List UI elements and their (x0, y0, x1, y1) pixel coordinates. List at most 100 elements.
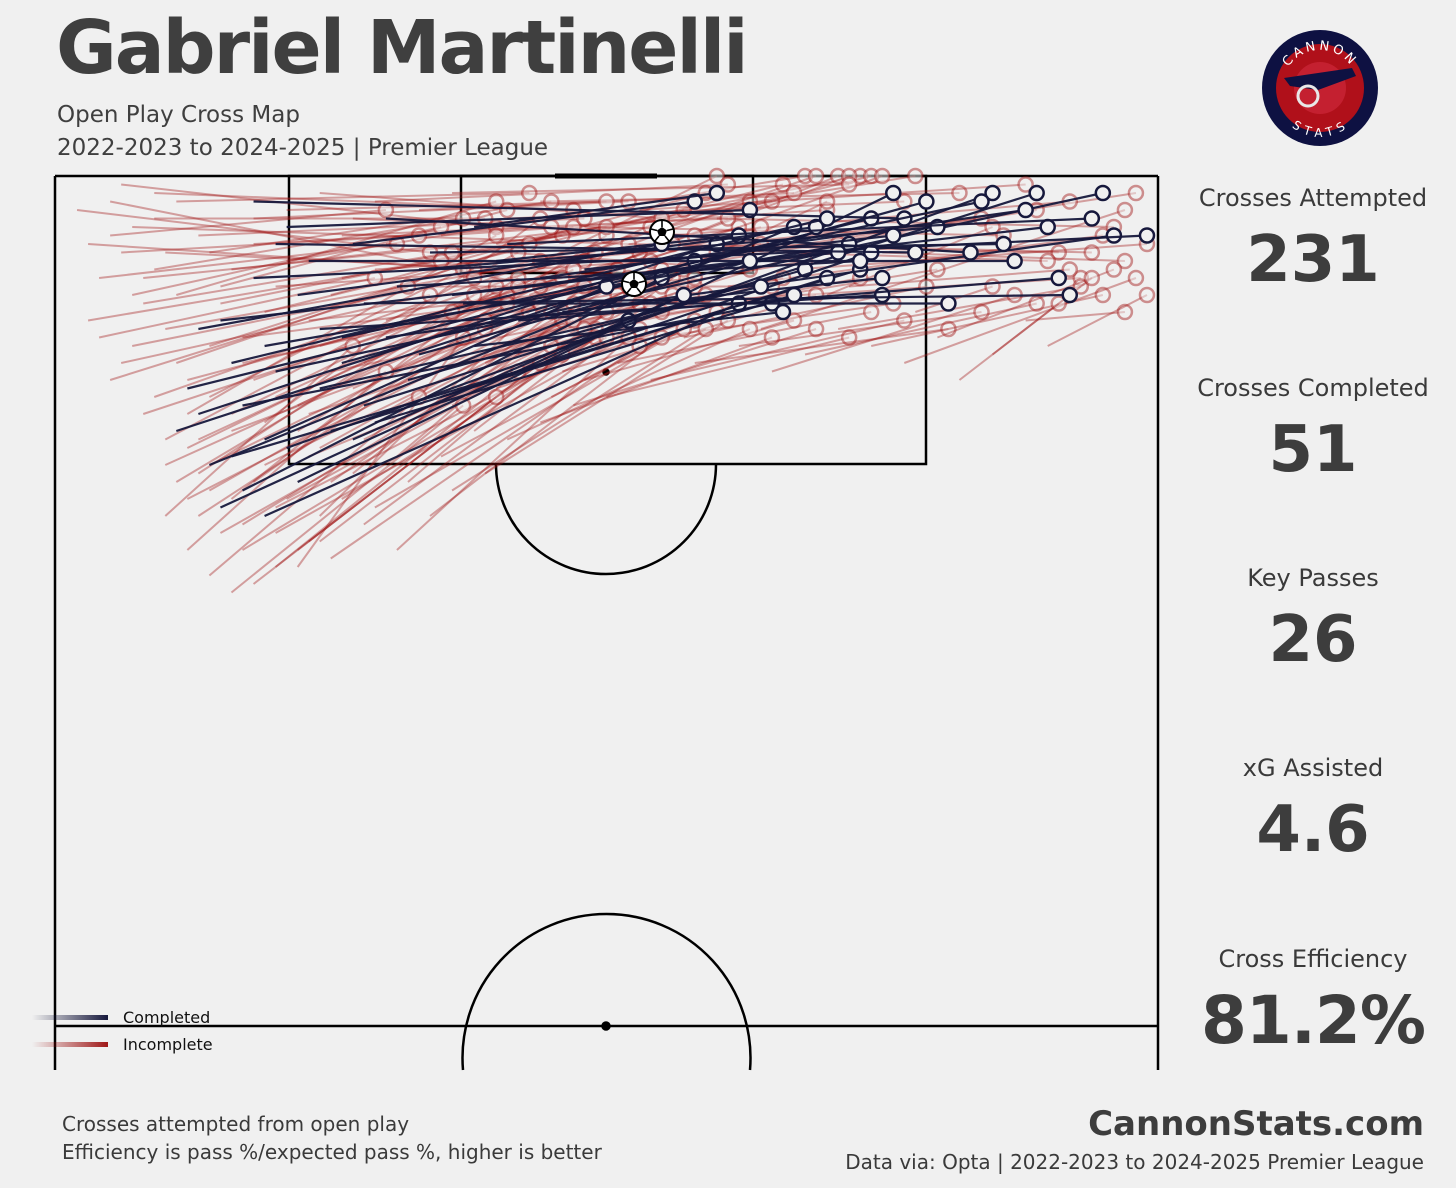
completed-cross-51 (418, 252, 759, 356)
completed-cross-endpoint (686, 193, 703, 210)
incomplete-cross-endpoint (1061, 261, 1079, 278)
incomplete-cross-line (297, 362, 541, 551)
completed-cross-line (275, 242, 916, 254)
completed-cross-line (374, 293, 795, 424)
completed-cross-line (242, 302, 773, 407)
page-title: Gabriel Martinelli (56, 5, 749, 91)
incomplete-cross-line (176, 226, 574, 364)
incomplete-cross-line (958, 302, 1060, 381)
footer-note-1: Crosses attempted from open play (62, 1112, 410, 1136)
completed-cross-37 (231, 210, 836, 365)
incomplete-cross-endpoint (907, 167, 924, 185)
completed-cross-endpoint (984, 184, 1001, 202)
completed-cross-endpoint (1017, 201, 1034, 219)
incomplete-cross-line (142, 311, 453, 415)
incomplete-cross-80 (176, 184, 538, 203)
stat-xg-assisted: xG Assisted 4.6 (1175, 752, 1451, 870)
incomplete-cross-160 (804, 295, 1045, 356)
incomplete-cross-92 (639, 176, 1034, 211)
incomplete-cross-173 (252, 388, 505, 585)
incomplete-cross-line (639, 183, 1026, 211)
completed-cross-line (231, 217, 828, 365)
incomplete-cross-line (539, 336, 773, 424)
incomplete-cross-endpoint (1083, 244, 1101, 261)
incomplete-cross-line (109, 285, 409, 381)
incomplete-cross-endpoint (465, 286, 483, 304)
completed-cross-line (352, 293, 685, 441)
completed-crosses (175, 184, 1156, 518)
completed-cross-endpoint (1083, 210, 1101, 227)
incomplete-cross-endpoint (1083, 269, 1101, 287)
legend-swatch-incomplete (32, 1042, 108, 1047)
ball-markers (621, 219, 675, 297)
completed-cross-endpoint (675, 286, 692, 304)
incomplete-cross-line (121, 183, 497, 228)
incomplete-cross-line (1025, 311, 1125, 322)
season-subtitle: 2022-2023 to 2024-2025 | Premier League (57, 135, 549, 161)
incomplete-cross-153 (539, 329, 781, 424)
incomplete-cross-167 (1025, 303, 1134, 322)
completed-cross-45 (352, 286, 692, 441)
incomplete-cross-endpoint (807, 167, 825, 185)
stat-label: Key Passes (1247, 564, 1379, 592)
completed-cross-47 (463, 295, 957, 312)
legend-item-completed: Completed (32, 1004, 213, 1031)
completed-cross-endpoint (1061, 286, 1079, 304)
stat-crosses-completed: Crosses Completed 51 (1175, 372, 1451, 490)
incomplete-cross-line (230, 404, 464, 594)
completed-cross-endpoint (1050, 269, 1067, 287)
incomplete-cross-endpoint (763, 329, 781, 346)
incomplete-cross-endpoint (1039, 252, 1056, 270)
incomplete-cross-endpoint (1028, 295, 1045, 312)
incomplete-cross-line (937, 268, 1115, 339)
completed-cross-endpoint (885, 184, 902, 202)
incomplete-cross-line (176, 200, 497, 296)
incomplete-cross-line (121, 234, 420, 254)
incomplete-cross-endpoint (598, 193, 615, 210)
incomplete-cross-endpoint (543, 193, 560, 210)
incomplete-cross-line (252, 302, 508, 483)
incomplete-cross-line (771, 294, 1015, 373)
completed-cross-41 (430, 235, 1012, 254)
footer-notes: Crosses attempted from open play Efficie… (62, 1110, 602, 1166)
legend-label-incomplete: Incomplete (123, 1035, 213, 1054)
completed-cross-46 (507, 210, 1101, 246)
incomplete-cross-line (308, 285, 696, 415)
incomplete-cross-88 (452, 176, 858, 194)
completed-cross-endpoint (1094, 184, 1112, 202)
incomplete-cross-endpoint (1116, 252, 1134, 270)
incomplete-cross-line (252, 396, 497, 585)
incomplete-cross-157 (694, 320, 957, 364)
completed-cross-23 (352, 193, 703, 246)
incomplete-cross-endpoint (862, 303, 880, 321)
completed-cross-endpoint (940, 295, 957, 312)
completed-cross-14 (275, 184, 1112, 373)
brand-link[interactable]: CannonStats.com (1088, 1104, 1424, 1144)
incomplete-cross-endpoint (1116, 303, 1134, 321)
incomplete-cross-endpoint (1072, 278, 1090, 295)
completed-cross-line (198, 242, 662, 331)
incomplete-cross-line (617, 311, 872, 364)
center-circle (461, 912, 752, 1071)
stat-label: xG Assisted (1242, 754, 1384, 782)
incomplete-cross-line (1047, 294, 1148, 347)
completed-cross-39 (275, 242, 924, 261)
incomplete-cross-137 (98, 269, 384, 339)
incomplete-cross-line (120, 294, 431, 364)
completed-cross-endpoint (851, 252, 869, 270)
incomplete-cross-endpoint (498, 201, 516, 219)
completed-cross-line (253, 200, 905, 220)
completed-cross-endpoint (885, 227, 902, 244)
incomplete-cross-line (573, 328, 817, 407)
incomplete-cross-line (231, 226, 607, 271)
chart-legend: Completed Incomplete (32, 1004, 213, 1058)
stat-value: 4.6 (1256, 793, 1370, 867)
completed-cross-line (341, 200, 982, 339)
stat-label: Cross Efficiency (1218, 945, 1408, 973)
incomplete-cross-line (275, 336, 607, 509)
incomplete-cross-100 (209, 193, 560, 254)
stat-value: 81.2% (1201, 982, 1426, 1059)
incomplete-cross-152 (506, 320, 759, 441)
incomplete-cross-endpoint (388, 235, 406, 253)
chart-subtitle: Open Play Cross Map (57, 102, 300, 128)
